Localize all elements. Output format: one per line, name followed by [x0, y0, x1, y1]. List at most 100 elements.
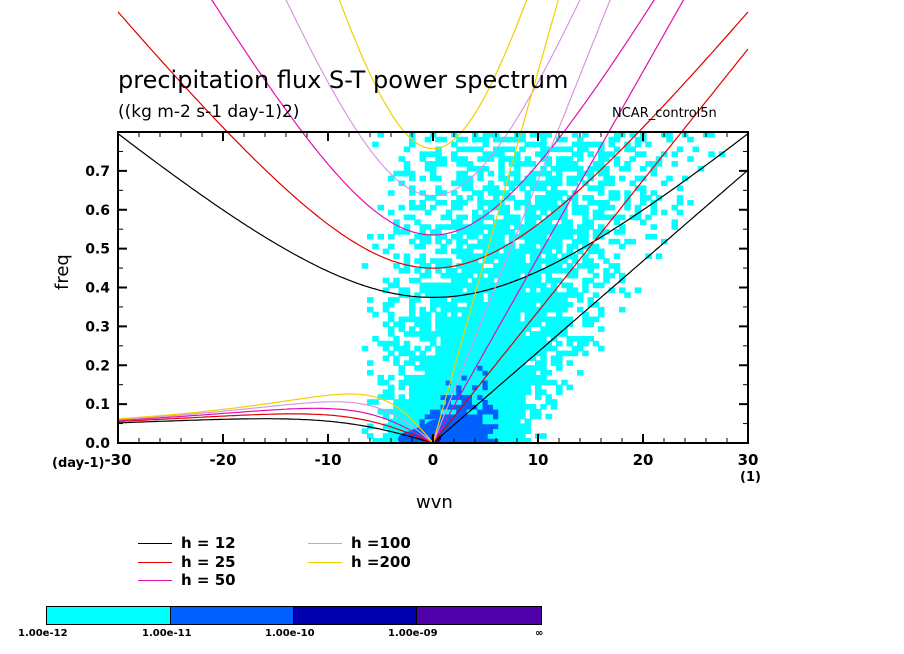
power-cell — [540, 355, 547, 362]
power-cell — [587, 141, 594, 148]
power-cell — [424, 224, 432, 230]
power-cell — [508, 370, 516, 376]
power-cell — [634, 214, 642, 221]
power-cell — [503, 306, 510, 313]
power-cell — [508, 311, 516, 318]
power-cell — [634, 287, 642, 294]
power-cell — [540, 238, 547, 245]
power-cell — [535, 229, 542, 235]
power-cell — [535, 214, 542, 221]
power-cell — [540, 433, 547, 439]
power-cell — [493, 423, 500, 430]
power-cell — [461, 297, 468, 303]
power-cell — [613, 136, 621, 143]
power-cell — [435, 394, 442, 400]
power-cell — [508, 301, 516, 308]
power-cell — [508, 146, 516, 153]
power-cell — [461, 438, 468, 443]
power-cell — [613, 146, 621, 153]
power-cell — [430, 408, 437, 415]
power-cell — [508, 399, 516, 405]
power-cell — [519, 379, 526, 386]
power-cell — [577, 340, 584, 347]
power-cell — [566, 229, 573, 235]
power-cell — [556, 360, 563, 366]
power-cell — [613, 219, 621, 225]
power-cell — [535, 224, 542, 230]
power-cell — [445, 287, 453, 294]
power-cell — [529, 379, 537, 386]
power-cell — [440, 360, 447, 366]
power-cell — [487, 340, 495, 347]
power-cell — [561, 253, 568, 259]
power-cell — [435, 263, 442, 269]
power-cell — [514, 408, 521, 415]
power-cell — [529, 238, 537, 245]
power-cell — [608, 175, 615, 182]
power-cell — [540, 185, 547, 191]
power-cell — [466, 326, 474, 332]
power-cell — [482, 413, 489, 420]
ig-curve-h50 — [211, 0, 655, 236]
power-cell — [403, 345, 411, 352]
power-cell — [503, 428, 510, 434]
power-cell — [414, 379, 421, 386]
power-cell — [514, 253, 521, 259]
power-cell — [524, 224, 531, 230]
power-cell — [524, 233, 531, 240]
power-cell — [508, 326, 516, 332]
power-cell — [409, 238, 416, 245]
power-cell — [435, 379, 442, 386]
power-cell — [477, 360, 484, 366]
power-cell — [477, 219, 484, 225]
power-cell — [524, 404, 531, 410]
power-cell — [540, 146, 547, 153]
power-cell — [493, 316, 500, 323]
power-cell — [524, 292, 531, 298]
power-cell — [456, 379, 463, 386]
power-cell — [535, 195, 542, 201]
power-cell — [435, 136, 442, 143]
power-cell — [545, 316, 552, 323]
power-cell — [393, 340, 400, 347]
power-cell — [487, 311, 495, 318]
power-cell — [503, 399, 510, 405]
power-cell — [498, 224, 505, 230]
power-cell — [503, 418, 510, 425]
power-cell — [435, 258, 442, 264]
power-cell — [487, 399, 495, 405]
power-cell — [430, 399, 437, 405]
power-cell — [409, 355, 416, 362]
power-cell — [598, 185, 605, 191]
power-cell — [545, 321, 552, 328]
power-cell — [477, 253, 484, 259]
power-cell — [456, 136, 463, 143]
power-cell — [472, 389, 479, 396]
power-cell — [545, 370, 552, 376]
power-cell — [498, 311, 505, 318]
power-cell — [487, 306, 495, 313]
power-cell — [466, 345, 474, 352]
power-cell — [487, 360, 495, 366]
power-cell — [393, 399, 400, 405]
power-cell — [514, 175, 521, 182]
power-cell — [550, 243, 558, 250]
power-cell — [540, 374, 547, 381]
power-cell — [556, 224, 563, 230]
power-cell — [487, 282, 495, 289]
power-cell — [482, 224, 489, 230]
power-cell — [435, 389, 442, 396]
power-cell — [419, 229, 426, 235]
power-cell — [424, 263, 432, 269]
power-cell — [440, 292, 447, 298]
power-cell — [461, 263, 468, 269]
power-cell — [440, 370, 447, 376]
power-cell — [519, 360, 526, 366]
power-cell — [424, 195, 432, 201]
power-cell — [582, 233, 589, 240]
power-cell — [524, 355, 531, 362]
power-cell — [514, 379, 521, 386]
power-cell — [472, 374, 479, 381]
power-cell — [519, 258, 526, 264]
power-cell — [566, 161, 573, 167]
